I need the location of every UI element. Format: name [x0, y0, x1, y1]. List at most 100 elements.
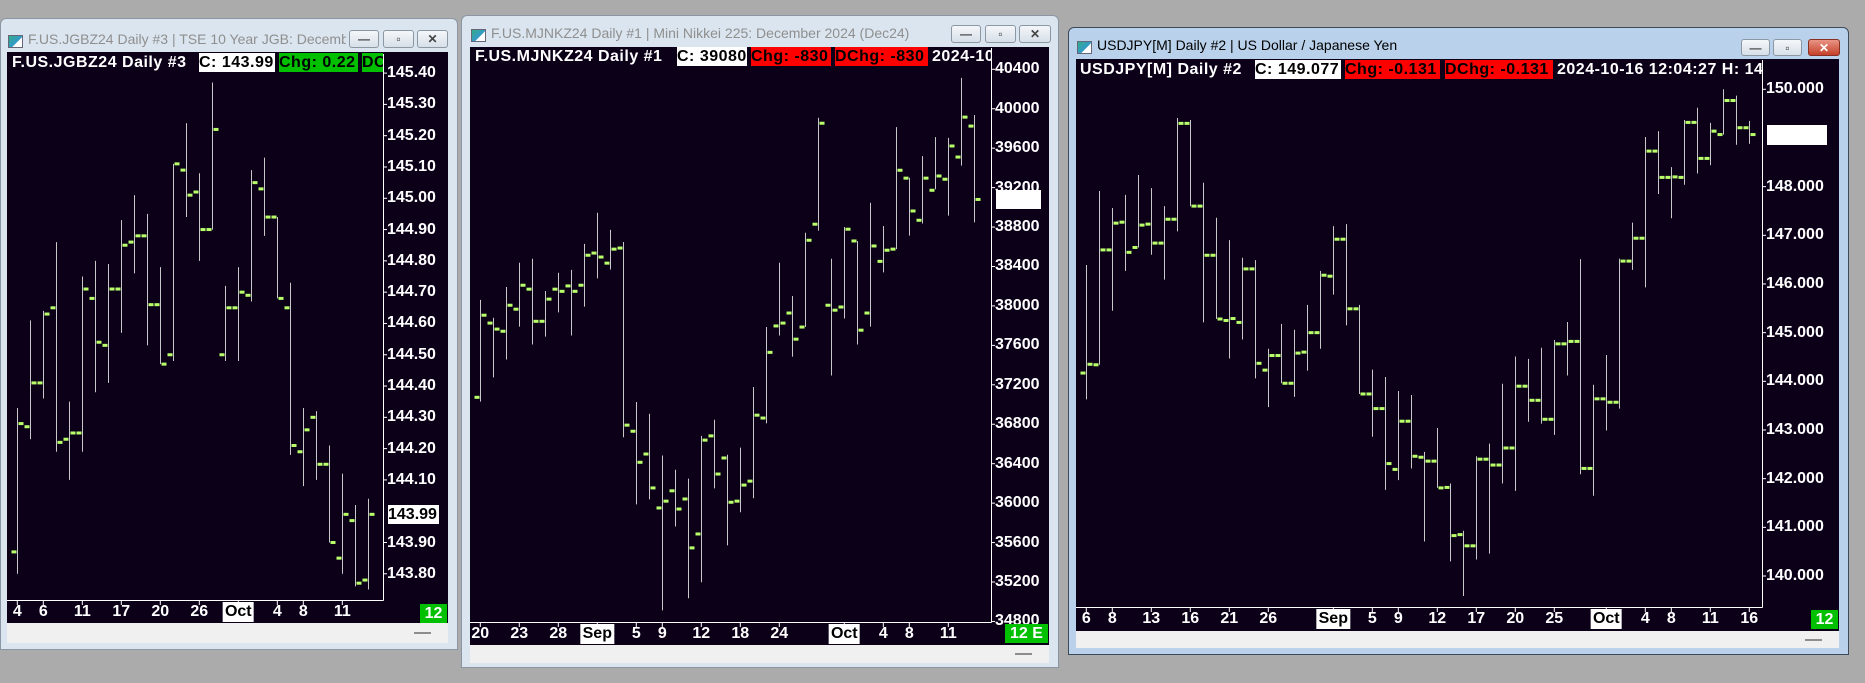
header-close: C: 149.077: [1255, 60, 1341, 79]
header-symbol: F.US.JGBZ24 Daily #3: [12, 54, 187, 71]
price-axis-label: 145.000: [1766, 323, 1824, 341]
window-title: F.US.JGBZ24 Daily #3 | TSE 10 Year JGB: …: [28, 31, 346, 47]
time-axis-label: 5: [1367, 610, 1377, 627]
header-daily-change: DChg: -830: [835, 47, 928, 66]
price-axis-label: 40000: [995, 99, 1040, 117]
price-axis-label: 148.000: [1766, 177, 1824, 195]
bottom-badge: 12 E: [1005, 624, 1048, 643]
header-close: C: 39080: [677, 47, 747, 66]
close-button[interactable]: ✕: [1019, 25, 1051, 43]
minimize-icon: —: [358, 32, 370, 46]
window-title: USDJPY[M] Daily #2 | US Dollar / Japanes…: [1097, 37, 1397, 53]
chart-area-nikkei[interactable]: [470, 47, 1049, 645]
time-axis-label: 13: [1142, 610, 1161, 627]
minimize-button[interactable]: —: [1741, 39, 1770, 56]
header-change: Chg: 0.22: [279, 53, 358, 72]
time-axis-label: 17: [112, 603, 131, 620]
time-axis-label: 9: [1393, 610, 1403, 627]
minimize-button[interactable]: —: [349, 30, 379, 48]
price-axis-label: 145.10: [387, 157, 436, 175]
time-axis-label: 20: [1506, 610, 1525, 627]
price-axis-label: 144.30: [387, 408, 436, 426]
minimize-button[interactable]: —: [951, 25, 981, 43]
price-axis-label: 144.000: [1766, 372, 1824, 390]
time-axis-label: 8: [298, 603, 308, 620]
header-daily-change: DChg: -0.131: [1445, 60, 1553, 79]
price-axis-label: 146.000: [1766, 274, 1824, 292]
time-axis-label: Sep: [580, 624, 614, 644]
price-axis-label: 37200: [995, 375, 1040, 393]
header-close: C: 143.99: [199, 53, 275, 72]
price-axis-label: 35600: [995, 533, 1040, 551]
time-axis-label: Oct: [1590, 609, 1622, 629]
price-axis-label: 143.000: [1766, 420, 1824, 438]
price-axis-label: 143.80: [387, 564, 436, 582]
close-button[interactable]: ✕: [417, 30, 448, 48]
chart-area-usdjpy[interactable]: [1076, 59, 1839, 631]
maximize-button[interactable]: ▫: [985, 25, 1016, 43]
maximize-button[interactable]: ▫: [383, 30, 414, 48]
price-axis-label: 142.000: [1766, 469, 1824, 487]
time-axis-label: 4: [878, 625, 888, 642]
last-price-label: [1767, 125, 1827, 145]
price-axis-label: 39600: [995, 139, 1040, 157]
strip-handle[interactable]: [414, 632, 431, 634]
header-symbol: F.US.MJNKZ24 Daily #1: [475, 48, 663, 65]
time-axis-label: 4: [272, 603, 282, 620]
header-change: Chg: -830: [751, 47, 831, 66]
price-axis-label: 145.20: [387, 126, 436, 144]
time-axis-label: 18: [731, 625, 750, 642]
price-axis-label: 144.90: [387, 220, 436, 238]
time-axis-label: 8: [1666, 610, 1676, 627]
bottom-badge: 12: [420, 604, 447, 623]
time-axis-label: 17: [1467, 610, 1486, 627]
price-axis-label: 147.000: [1766, 226, 1824, 244]
price-axis-label: 145.00: [387, 189, 436, 207]
bottom-badge: 12: [1811, 610, 1838, 629]
close-button[interactable]: ✕: [1808, 39, 1840, 56]
price-axis-label: 143.90: [387, 533, 436, 551]
header-change: Chg: -0.131: [1345, 60, 1440, 79]
maximize-icon: ▫: [1785, 41, 1790, 55]
chart-area-jgb[interactable]: [7, 52, 448, 623]
price-axis-label: 144.40: [387, 377, 436, 395]
price-axis-label: 144.10: [387, 470, 436, 488]
time-axis-label: 20: [471, 625, 490, 642]
price-axis-label: 36000: [995, 494, 1040, 512]
status-strip: [7, 623, 448, 643]
header-daily-change: DC: [362, 53, 383, 72]
strip-handle[interactable]: [1805, 639, 1822, 641]
time-axis-label: 6: [1081, 610, 1091, 627]
close-icon: ✕: [1818, 41, 1830, 55]
app-icon: [8, 35, 23, 48]
time-axis-label: 23: [510, 625, 529, 642]
price-axis-label: 36400: [995, 454, 1040, 472]
time-axis-label: 8: [904, 625, 914, 642]
time-axis-label: 25: [1545, 610, 1564, 627]
time-axis-label: Oct: [828, 624, 860, 644]
close-icon: ✕: [427, 32, 438, 46]
time-axis-label: 12: [1428, 610, 1447, 627]
minimize-icon: —: [1749, 41, 1762, 55]
status-strip: [470, 645, 1049, 663]
status-strip: [1076, 631, 1839, 648]
app-icon: [471, 29, 486, 42]
maximize-button[interactable]: ▫: [1773, 39, 1802, 56]
price-axis-label: 144.70: [387, 283, 436, 301]
time-axis-label: 5: [631, 625, 641, 642]
window-title: F.US.MJNKZ24 Daily #1 | Mini Nikkei 225:…: [491, 25, 910, 41]
time-axis-label: 21: [1220, 610, 1239, 627]
header-symbol: USDJPY[M] Daily #2: [1080, 61, 1242, 78]
price-axis-label: 37600: [995, 336, 1040, 354]
maximize-icon: ▫: [998, 27, 1003, 41]
time-axis-label: 9: [657, 625, 667, 642]
time-axis-label: 24: [770, 625, 789, 642]
time-axis-label: 16: [1740, 610, 1759, 627]
price-axis-label: 36800: [995, 415, 1040, 433]
time-axis-label: Sep: [1316, 609, 1350, 629]
header-timestamp: 2024-10: [932, 48, 991, 65]
price-axis-label: 145.40: [387, 64, 436, 82]
time-axis-label: 11: [1701, 610, 1719, 627]
strip-handle[interactable]: [1015, 653, 1032, 655]
minimize-icon: —: [960, 27, 972, 41]
